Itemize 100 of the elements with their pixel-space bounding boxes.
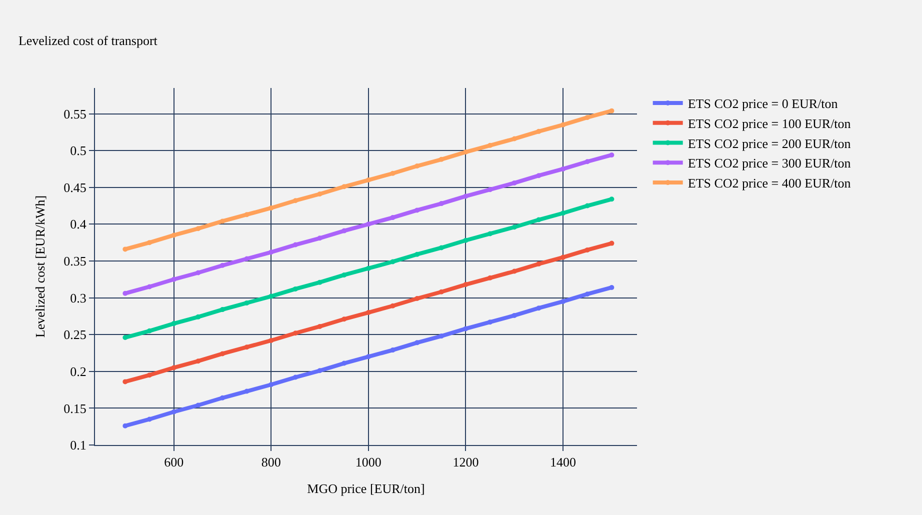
point	[122, 335, 128, 340]
point	[171, 365, 176, 370]
point	[390, 303, 396, 308]
point	[342, 228, 347, 234]
point	[390, 170, 396, 176]
point	[317, 192, 322, 196]
point	[609, 108, 614, 114]
point	[244, 344, 250, 350]
point	[390, 215, 396, 220]
point	[390, 259, 396, 264]
point	[414, 208, 420, 213]
y-tick-label: 0.35	[64, 254, 86, 269]
legend-label: ETS CO2 price = 100 EUR/ton	[688, 116, 852, 131]
point	[317, 324, 322, 329]
point	[609, 196, 614, 202]
point	[220, 395, 225, 400]
point	[560, 254, 566, 260]
point	[196, 402, 201, 408]
point	[512, 224, 517, 230]
point	[512, 136, 517, 142]
point	[196, 226, 201, 232]
legend-label: ETS CO2 price = 200 EUR/ton	[688, 136, 852, 151]
point	[512, 180, 517, 186]
point	[560, 166, 566, 172]
point	[317, 236, 322, 241]
point	[342, 316, 347, 322]
point	[220, 307, 225, 312]
point	[536, 306, 542, 311]
point	[292, 330, 298, 336]
point	[342, 272, 347, 278]
point	[438, 201, 444, 206]
point	[584, 159, 590, 164]
point	[317, 368, 322, 374]
point	[196, 314, 201, 320]
point	[560, 298, 566, 304]
point	[268, 338, 274, 343]
point	[609, 152, 614, 158]
y-tick-label: 0.5	[70, 143, 86, 158]
x-tick-label: 800	[261, 454, 281, 470]
point	[244, 256, 250, 262]
point	[366, 310, 371, 316]
point	[171, 409, 176, 414]
point	[146, 328, 152, 334]
point	[146, 240, 152, 246]
y-tick-label: 0.3	[70, 290, 86, 306]
point	[196, 270, 201, 276]
y-tick-label: 0.1	[70, 438, 86, 453]
y-tick-label: 0.25	[64, 327, 86, 342]
point	[536, 261, 542, 266]
point	[292, 242, 298, 248]
point	[536, 217, 542, 222]
x-tick-label: 1200	[452, 454, 479, 470]
point	[146, 372, 152, 378]
point	[244, 388, 250, 394]
point	[268, 205, 274, 210]
point	[463, 326, 468, 332]
point	[292, 286, 298, 292]
y-tick-label: 0.2	[70, 364, 86, 379]
point	[488, 142, 493, 148]
point	[122, 290, 128, 296]
point	[438, 245, 444, 250]
point	[366, 354, 371, 360]
point	[414, 340, 420, 346]
point	[414, 252, 420, 257]
point	[609, 240, 614, 246]
point	[366, 178, 371, 183]
point	[292, 374, 298, 380]
point	[536, 173, 542, 178]
point	[584, 114, 590, 120]
point	[560, 122, 566, 128]
point	[512, 268, 517, 274]
point	[244, 212, 250, 218]
point	[366, 266, 371, 271]
x-tick-label: 600	[164, 454, 184, 470]
y-axis-title: Levelized cost [EUR/kWh]	[32, 195, 48, 338]
point	[122, 246, 128, 252]
point	[268, 250, 274, 255]
point	[268, 382, 274, 388]
point	[342, 360, 347, 366]
point	[584, 203, 590, 208]
point	[122, 423, 128, 428]
y-tick-label: 0.4	[70, 216, 87, 232]
point	[463, 282, 468, 288]
point	[244, 300, 250, 306]
point	[220, 262, 225, 268]
legend-label: ETS CO2 price = 400 EUR/ton	[688, 176, 852, 191]
point	[463, 194, 468, 199]
x-tick-label: 1400	[550, 454, 576, 470]
point	[171, 232, 176, 238]
x-axis-title: MGO price [EUR/ton]	[307, 481, 425, 496]
point	[220, 351, 225, 356]
point	[438, 289, 444, 294]
point	[292, 198, 298, 204]
point	[488, 275, 493, 280]
point	[438, 156, 444, 162]
point	[171, 321, 176, 326]
point	[268, 294, 274, 299]
point	[584, 247, 590, 252]
chart-title: Levelized cost of transport	[18, 33, 158, 48]
y-tick-label: 0.55	[64, 106, 86, 122]
